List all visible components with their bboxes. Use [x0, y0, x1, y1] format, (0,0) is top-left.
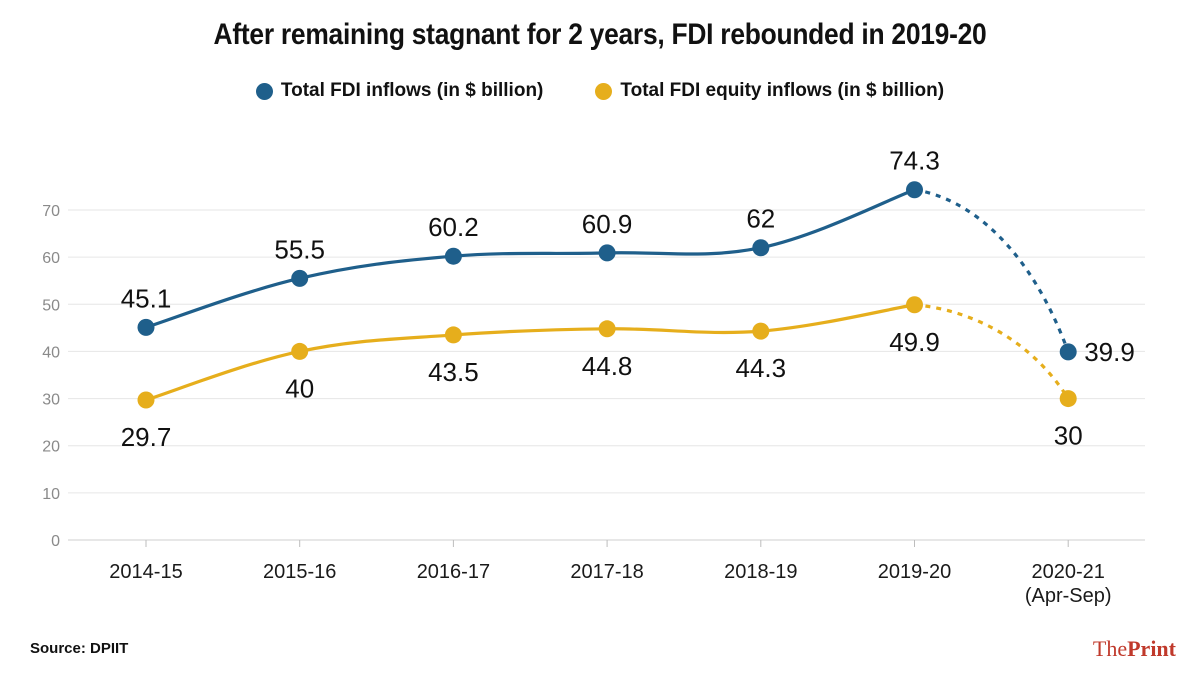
data-point-s0-5	[906, 181, 923, 199]
x-tick-label-5: 2019-20	[878, 561, 951, 583]
y-tick-label-30: 30	[42, 392, 60, 409]
data-label-s1-6: 30	[1054, 421, 1083, 451]
data-point-s0-2	[444, 247, 462, 265]
data-label-s1-4: 44.3	[735, 353, 786, 383]
data-point-s1-0	[137, 391, 155, 409]
x-tick-label-0: 2014-15	[109, 561, 182, 583]
brand-logo-part-1: The	[1092, 636, 1128, 661]
data-label-s1-3: 44.8	[582, 351, 633, 381]
x-tick-label-line: 2015-16	[263, 561, 336, 583]
y-tick-label-10: 10	[42, 486, 60, 503]
data-label-s0-0: 45.1	[121, 283, 172, 313]
data-point-s1-1	[291, 342, 309, 360]
y-tick-label-40: 40	[42, 344, 60, 361]
legend-item-total-fdi: Total FDI inflows (in $ billion)	[255, 80, 544, 102]
data-label-s1-0: 29.7	[121, 422, 172, 452]
data-point-s0-6	[1059, 343, 1077, 361]
legend: Total FDI inflows (in $ billion) Total F…	[0, 80, 1200, 102]
data-point-s1-6	[1059, 390, 1077, 408]
x-tick-label-line: (Apr-Sep)	[1025, 585, 1112, 607]
data-point-s0-0	[137, 318, 155, 336]
series-line-1	[145, 303, 915, 402]
data-point-s1-3	[598, 320, 616, 338]
y-tick-label-0: 0	[51, 533, 60, 550]
x-tick-label-line: 2019-20	[878, 561, 951, 583]
y-tick-label-50: 50	[42, 297, 60, 314]
data-label-s1-5: 49.9	[889, 327, 940, 357]
brand-logo-part-2: Print	[1127, 636, 1176, 661]
data-point-s0-4	[752, 239, 770, 257]
y-tick-label-70: 70	[42, 203, 60, 220]
chart-title: After remaining stagnant for 2 years, FD…	[213, 18, 987, 51]
x-tick-label-line: 2016-17	[417, 561, 490, 583]
legend-label-equity-fdi: Total FDI equity inflows (in $ billion)	[620, 80, 945, 101]
data-label-s0-6: 39.9	[1084, 337, 1135, 367]
brand-logo: ThePrint	[1093, 636, 1176, 662]
data-label-s1-2: 43.5	[428, 357, 479, 387]
data-label-s0-3: 60.9	[582, 209, 633, 239]
y-tick-label-20: 20	[42, 439, 60, 456]
y-tick-label-60: 60	[42, 250, 60, 267]
source-note: Source: DPIIT	[30, 640, 129, 657]
data-point-s1-4	[752, 322, 770, 340]
data-label-s0-1: 55.5	[274, 234, 325, 264]
x-tick-label-3: 2017-18	[570, 561, 643, 583]
data-point-s0-3	[598, 244, 616, 262]
data-label-s0-2: 60.2	[428, 212, 479, 242]
x-tick-label-2: 2016-17	[417, 561, 490, 583]
x-tick-label-4: 2018-19	[724, 561, 797, 583]
x-tick-label-6: 2020-21 (Apr-Sep)	[1025, 561, 1112, 607]
legend-marker-equity-fdi	[595, 82, 613, 100]
x-tick-label-1: 2015-16	[263, 561, 336, 583]
data-point-s1-2	[444, 326, 462, 344]
data-point-s1-5	[906, 296, 923, 314]
legend-item-equity-fdi: Total FDI equity inflows (in $ billion)	[595, 80, 944, 102]
x-tick-label-line: 2018-19	[724, 561, 797, 583]
x-tick-label-line: 2020-21	[1031, 561, 1104, 583]
x-tick-label-line: 2017-18	[570, 561, 643, 583]
data-point-s0-1	[291, 269, 309, 287]
legend-label-total-fdi: Total FDI inflows (in $ billion)	[280, 80, 544, 101]
data-label-s0-5: 74.3	[889, 146, 940, 176]
x-tick-label-line: 2014-15	[109, 561, 182, 583]
data-label-s0-4: 62	[746, 204, 775, 234]
legend-marker-total-fdi	[255, 82, 273, 100]
series-line-0	[145, 188, 916, 329]
data-label-s1-1: 40	[285, 373, 314, 403]
